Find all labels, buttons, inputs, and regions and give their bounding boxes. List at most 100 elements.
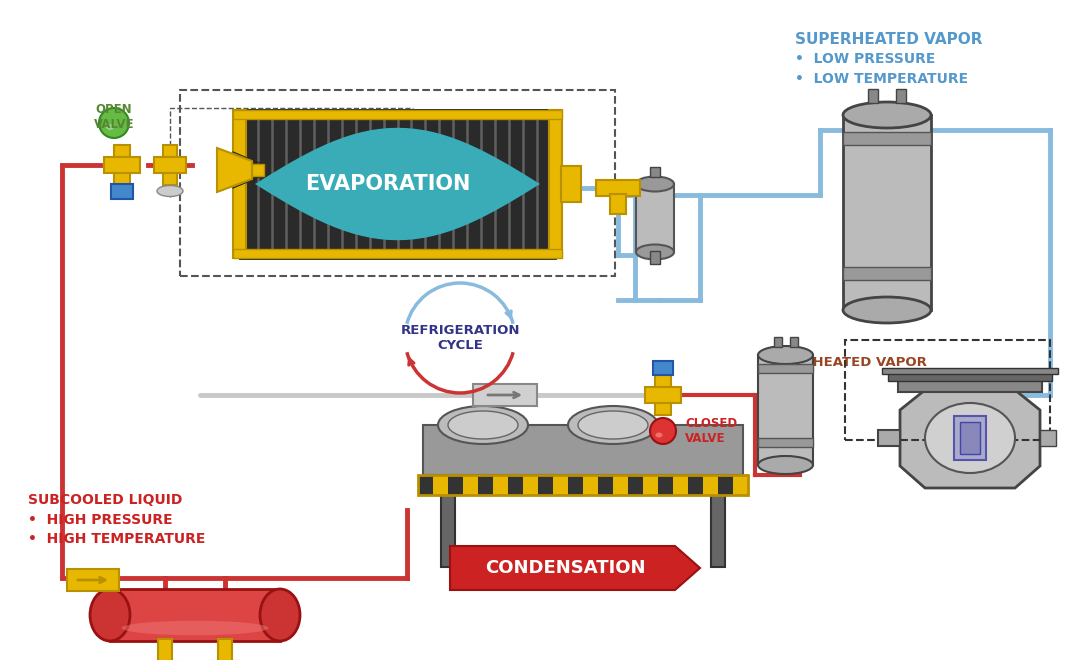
Bar <box>645 387 680 403</box>
Bar <box>845 340 1050 440</box>
Bar <box>650 251 660 264</box>
Bar <box>233 110 246 258</box>
Bar <box>252 164 264 176</box>
Polygon shape <box>673 475 688 495</box>
Bar <box>158 639 172 660</box>
Polygon shape <box>433 475 448 495</box>
Polygon shape <box>583 475 598 495</box>
Text: CLOSED
VALVE: CLOSED VALVE <box>685 417 737 445</box>
Ellipse shape <box>90 589 130 641</box>
Ellipse shape <box>438 406 528 444</box>
Polygon shape <box>508 475 523 495</box>
Bar <box>111 184 133 199</box>
Polygon shape <box>628 475 644 495</box>
Text: •  LOW PRESSURE: • LOW PRESSURE <box>795 52 936 66</box>
Bar <box>114 173 130 185</box>
Bar <box>233 249 562 258</box>
Polygon shape <box>450 546 700 590</box>
Bar <box>896 89 905 103</box>
Polygon shape <box>418 475 433 495</box>
Text: CONDENSATION: CONDENSATION <box>485 559 646 577</box>
Bar <box>758 364 813 373</box>
Polygon shape <box>733 475 748 495</box>
Bar <box>549 110 562 258</box>
Bar <box>473 384 537 406</box>
Bar <box>898 379 1042 392</box>
Bar <box>441 493 455 567</box>
Ellipse shape <box>636 176 674 191</box>
Circle shape <box>650 418 676 444</box>
Text: •  HIGH TEMPERATURE: • HIGH TEMPERATURE <box>28 532 205 546</box>
Text: REFRIGERATION
CYCLE: REFRIGERATION CYCLE <box>400 324 520 352</box>
Polygon shape <box>463 475 478 495</box>
Polygon shape <box>553 475 569 495</box>
Polygon shape <box>703 475 719 495</box>
Ellipse shape <box>844 102 930 128</box>
Text: •  HIGH PRESSURE: • HIGH PRESSURE <box>28 513 173 527</box>
Text: SUBCOOLED LIQUID: SUBCOOLED LIQUID <box>28 493 183 507</box>
Bar <box>240 110 555 258</box>
Bar <box>423 425 744 475</box>
Bar <box>789 337 798 347</box>
Ellipse shape <box>122 620 268 636</box>
Ellipse shape <box>107 124 114 130</box>
Bar <box>844 132 930 145</box>
Polygon shape <box>523 475 538 495</box>
Ellipse shape <box>758 456 813 474</box>
Bar <box>882 368 1058 374</box>
Text: •  LOW TEMPERATURE: • LOW TEMPERATURE <box>795 72 969 86</box>
Text: OPEN
VALVE: OPEN VALVE <box>93 103 135 131</box>
Text: SUPERHEATED VAPOR: SUPERHEATED VAPOR <box>795 32 983 47</box>
Bar <box>610 194 626 214</box>
Bar <box>655 403 671 415</box>
Bar <box>163 173 177 185</box>
Polygon shape <box>598 475 613 495</box>
Bar <box>954 416 986 460</box>
Bar <box>960 422 980 454</box>
Bar <box>67 569 118 591</box>
Ellipse shape <box>636 244 674 259</box>
Bar <box>844 115 930 310</box>
Bar <box>418 475 748 495</box>
Text: SUPERHEATED VAPOR: SUPERHEATED VAPOR <box>763 356 927 368</box>
Ellipse shape <box>578 411 648 439</box>
Polygon shape <box>644 475 658 495</box>
Bar <box>636 184 674 252</box>
Polygon shape <box>255 128 540 240</box>
Bar <box>233 110 562 119</box>
Bar <box>878 430 900 446</box>
Bar <box>653 361 673 375</box>
Bar <box>650 167 660 177</box>
Polygon shape <box>478 475 493 495</box>
Polygon shape <box>900 390 1040 488</box>
Bar <box>758 355 813 465</box>
Bar <box>114 145 130 157</box>
Polygon shape <box>448 475 463 495</box>
Bar <box>758 438 813 447</box>
Bar <box>218 639 232 660</box>
Bar <box>154 157 186 173</box>
Bar <box>869 89 878 103</box>
Ellipse shape <box>655 432 662 438</box>
Polygon shape <box>569 475 583 495</box>
Ellipse shape <box>844 297 930 323</box>
Bar <box>110 589 280 641</box>
Bar <box>104 157 140 173</box>
Circle shape <box>99 108 129 138</box>
Ellipse shape <box>260 589 300 641</box>
Bar <box>774 337 782 347</box>
Bar <box>888 372 1052 381</box>
Bar <box>596 180 640 196</box>
Polygon shape <box>217 148 252 192</box>
Bar <box>844 267 930 280</box>
Polygon shape <box>658 475 673 495</box>
Polygon shape <box>613 475 628 495</box>
Ellipse shape <box>925 403 1015 473</box>
Bar <box>1040 430 1055 446</box>
Bar <box>561 166 580 202</box>
Ellipse shape <box>157 185 183 197</box>
Ellipse shape <box>448 411 518 439</box>
Bar <box>711 493 725 567</box>
Bar <box>655 375 671 387</box>
Ellipse shape <box>758 346 813 364</box>
